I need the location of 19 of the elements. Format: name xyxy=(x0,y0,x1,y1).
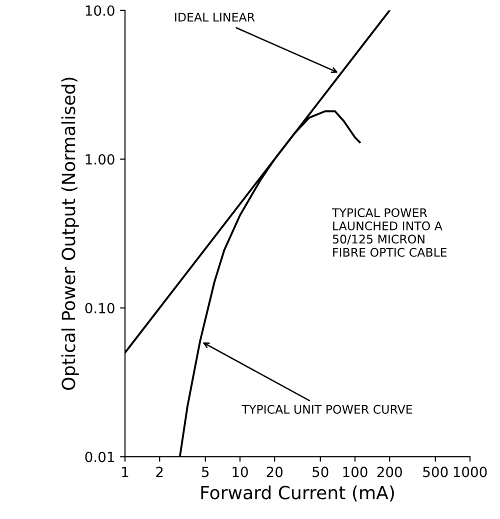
annotation: IDEAL LINEAR xyxy=(175,12,255,22)
x-tick-label: 20 xyxy=(266,466,283,478)
x-tick-label: 1 xyxy=(122,466,128,477)
annotation: TYPICAL POWER LAUNCHED INTO A 50/125 MICRON FIBRE OPTIC CABLE xyxy=(332,208,447,257)
y-tick-label: 0.10 xyxy=(85,302,114,314)
y-tick-label: 10.0 xyxy=(86,5,114,16)
x-tick-label: 200 xyxy=(377,466,402,478)
x-tick-label: 500 xyxy=(423,466,448,478)
x-axis-title: Forward Current (mA) xyxy=(201,485,394,502)
x-tick-label: 5 xyxy=(202,466,209,478)
x-tick-label: 1000 xyxy=(454,466,487,478)
x-tick-label: 10 xyxy=(232,466,248,478)
annotation: TYPICAL UNIT POWER CURVE xyxy=(242,404,412,414)
x-tick-label: 50 xyxy=(312,466,328,478)
y-tick-label: 1.00 xyxy=(86,154,114,165)
x-tick-label: 2 xyxy=(156,466,163,477)
x-tick-label: 100 xyxy=(343,466,368,478)
y-axis-title: Optical Power Output (Normalised) xyxy=(61,78,79,390)
y-tick-label: 0.01 xyxy=(85,452,114,462)
